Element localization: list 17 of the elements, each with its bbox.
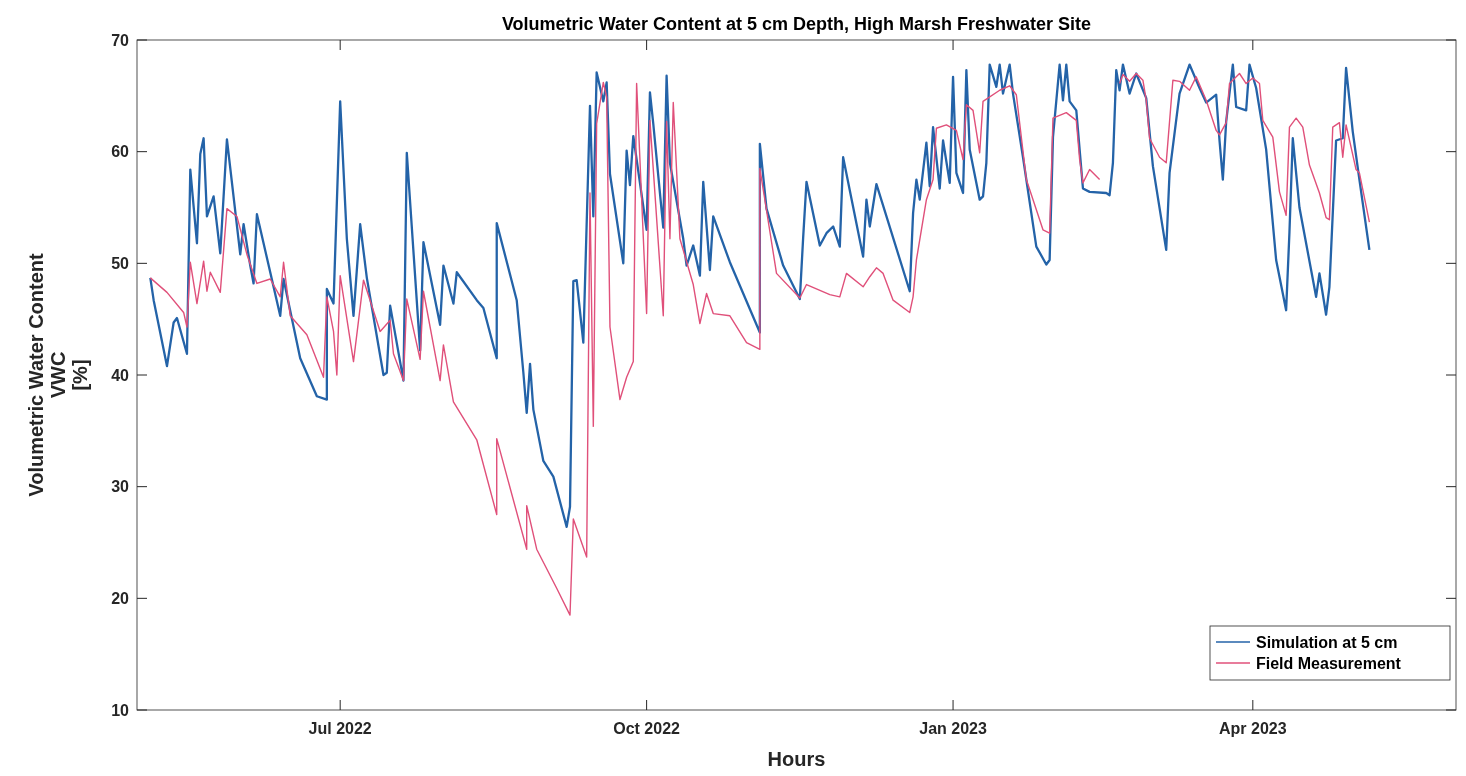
- legend-label: Simulation at 5 cm: [1256, 633, 1398, 651]
- y-axis-title: Volumetric Water Content VWC [%]: [25, 252, 91, 497]
- y-tick-label: 60: [111, 143, 130, 161]
- y-tick-label: 40: [111, 366, 130, 384]
- y-tick-label: 10: [111, 701, 130, 719]
- x-tick-label: Apr 2023: [1219, 720, 1287, 737]
- y-tick-label: 50: [111, 254, 130, 272]
- y-tick-label: 30: [111, 478, 130, 496]
- x-tick-label: Jul 2022: [308, 720, 372, 737]
- y-tick-label: 20: [111, 589, 130, 607]
- x-tick-label: Jan 2023: [919, 720, 987, 737]
- chart-title: Volumetric Water Content at 5 cm Depth, High Marsh Freshwater Site: [501, 14, 1092, 34]
- y-tick-label: 70: [111, 31, 130, 49]
- legend-label: Field Measurement: [1256, 654, 1402, 672]
- line-series: [149, 63, 1371, 529]
- x-axis-title: Hours: [767, 748, 826, 770]
- x-tick-label: Oct 2022: [613, 720, 681, 737]
